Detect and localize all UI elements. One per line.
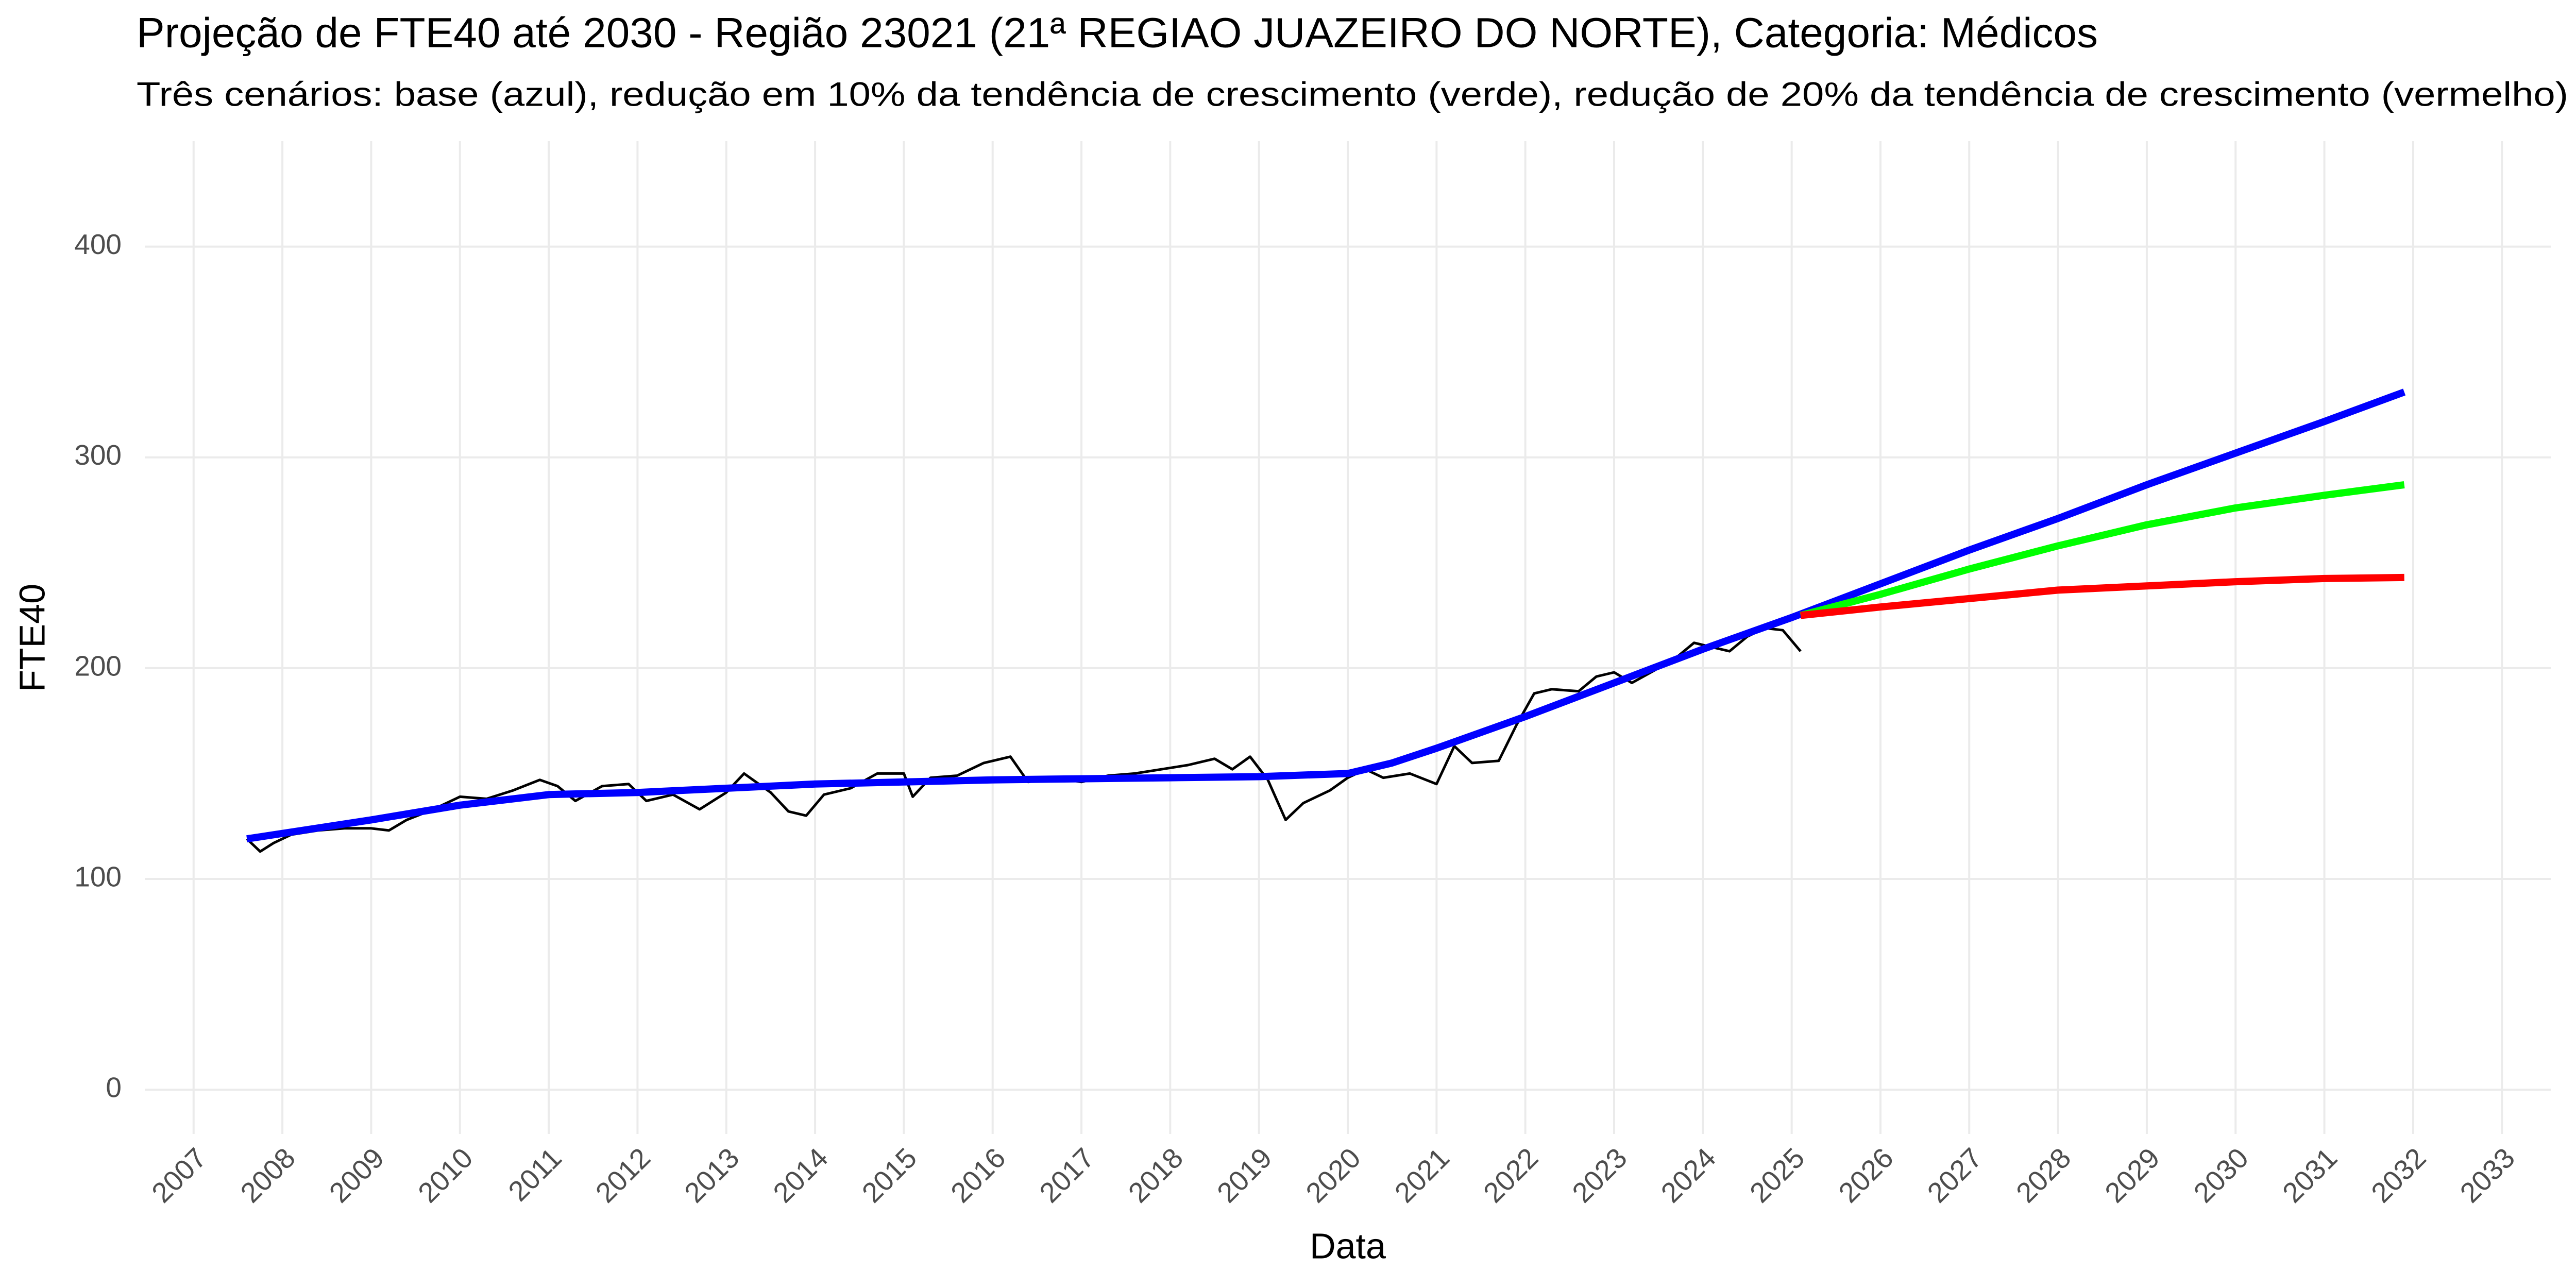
x-tick-label: 2007 <box>145 1142 212 1209</box>
series-line <box>1800 573 2404 619</box>
chart-subtitle: Três cenários: base (azul), redução em 1… <box>137 75 2568 113</box>
series-line <box>1800 481 2405 619</box>
x-tick-label: 2028 <box>2010 1142 2077 1209</box>
x-tick-label: 2019 <box>1211 1142 1278 1209</box>
x-tick-label: 2032 <box>2365 1142 2432 1209</box>
x-tick-label: 2020 <box>1299 1142 1366 1209</box>
x-tick-label: 2027 <box>1921 1142 1988 1209</box>
x-tick-label: 2015 <box>856 1142 923 1209</box>
x-tick-label: 2014 <box>767 1142 834 1209</box>
x-tick-label: 2013 <box>678 1142 745 1209</box>
x-tick-label: 2026 <box>1832 1142 1899 1209</box>
y-tick-label: 200 <box>74 650 122 682</box>
x-tick-label: 2018 <box>1122 1142 1189 1209</box>
series-line <box>246 626 1802 853</box>
x-tick-label: 2011 <box>502 1142 567 1207</box>
y-tick-label: 100 <box>74 860 122 892</box>
x-tick-label: 2024 <box>1655 1142 1722 1209</box>
x-tick-label: 2030 <box>2188 1142 2255 1209</box>
x-tick-label: 2008 <box>234 1142 301 1209</box>
x-tick-label: 2029 <box>2098 1142 2165 1209</box>
y-tick-label: 300 <box>74 439 122 471</box>
x-tick-label: 2025 <box>1743 1142 1810 1209</box>
x-tick-label: 2009 <box>323 1142 390 1209</box>
x-tick-label: 2021 <box>1388 1142 1455 1209</box>
y-tick-label: 0 <box>106 1072 122 1104</box>
x-tick-label: 2023 <box>1566 1142 1633 1209</box>
x-tick-label: 2017 <box>1033 1142 1100 1209</box>
y-axis-title: FTE40 <box>12 584 52 692</box>
x-tick-label: 2033 <box>2454 1142 2521 1209</box>
x-axis-title: Data <box>1310 1226 1386 1266</box>
chart-title: Projeção de FTE40 até 2030 - Região 2302… <box>137 10 2098 57</box>
x-tick-label: 2016 <box>944 1142 1011 1209</box>
x-tick-label: 2012 <box>589 1142 656 1209</box>
series-line <box>246 388 2406 843</box>
x-tick-label: 2022 <box>1477 1142 1544 1209</box>
x-tick-label: 2010 <box>412 1142 479 1209</box>
x-tick-label: 2031 <box>2276 1142 2343 1209</box>
y-tick-label: 400 <box>74 228 122 260</box>
